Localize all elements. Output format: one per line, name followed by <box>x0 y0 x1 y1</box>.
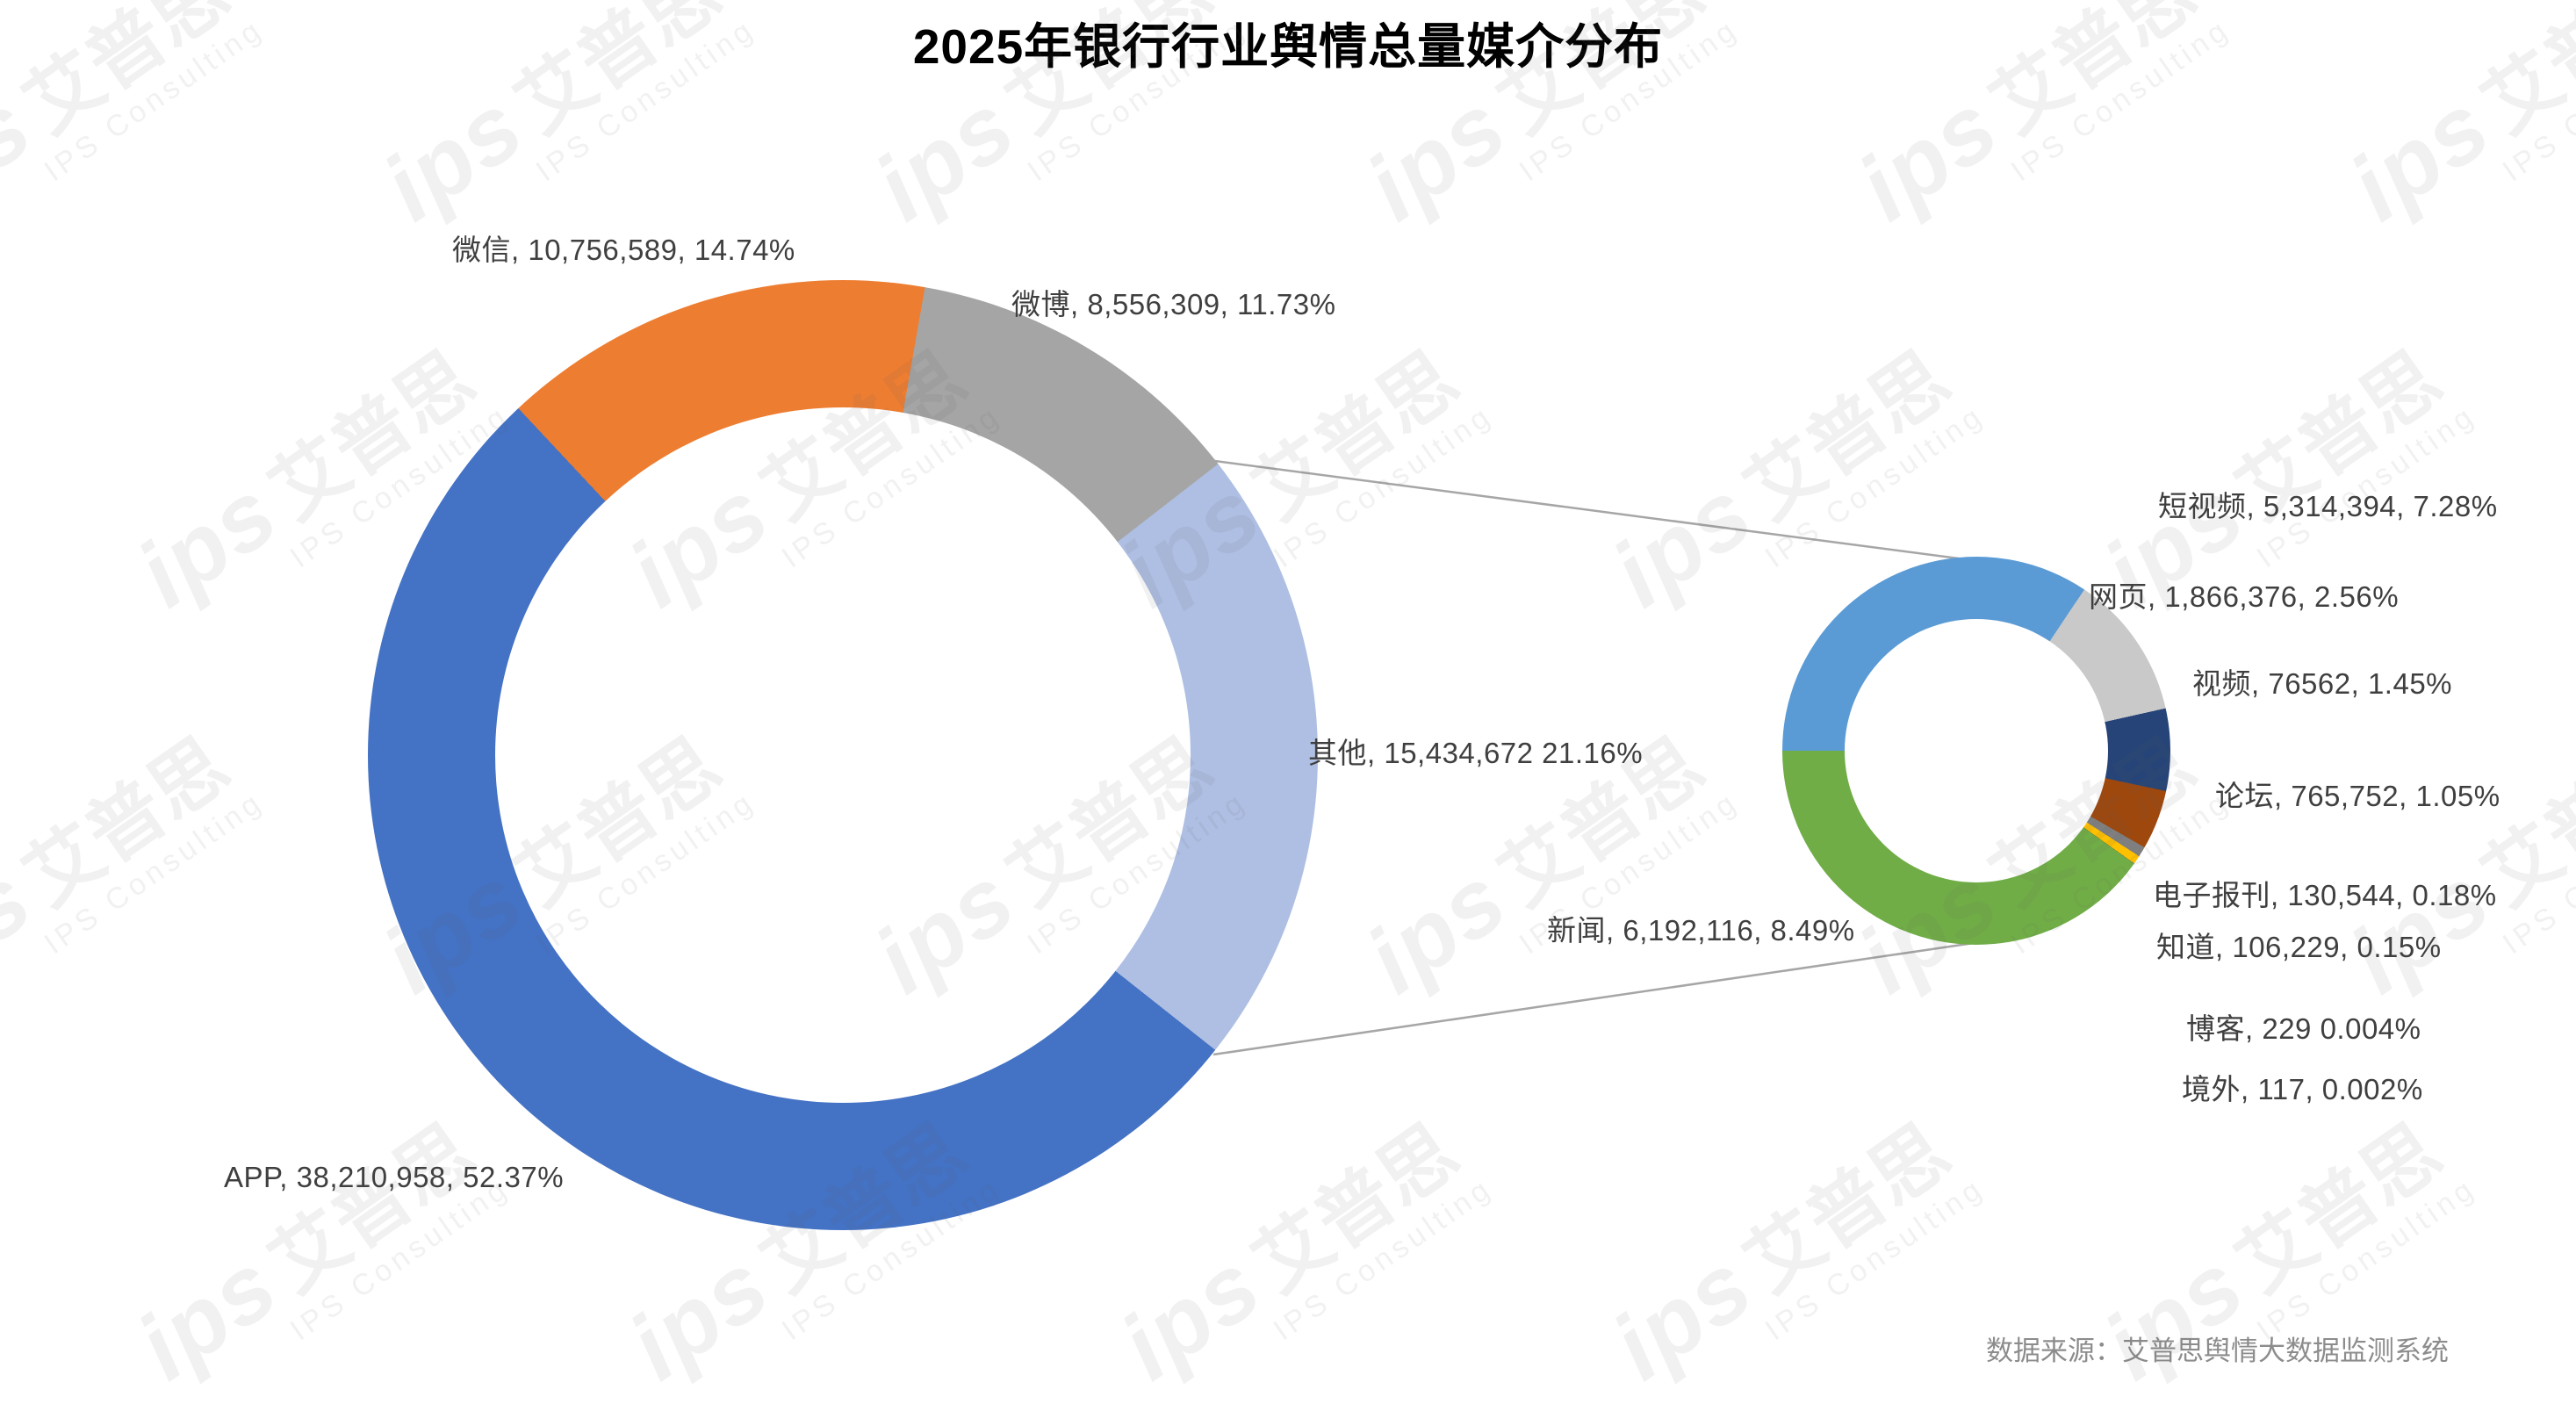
watermark-cn-text: 艾普思 <box>255 1109 490 1308</box>
label-xinwen: 新闻, 6,192,116, 8.49% <box>1547 914 1855 947</box>
chart-title: 2025年银行行业舆情总量媒介分布 <box>912 19 1664 74</box>
watermark-ips-logo: ips <box>2330 71 2509 241</box>
watermark-en-text: IPS Consulting <box>1267 1170 1500 1348</box>
watermark-ips-logo: ips <box>855 71 1034 241</box>
main-donut-hole <box>495 407 1191 1103</box>
watermark-ips-logo: ips <box>609 1230 788 1400</box>
watermark-en-text: IPS Consulting <box>1759 398 1991 575</box>
watermark-cn-text: 艾普思 <box>1731 336 1965 536</box>
watermark-en-text: IPS Consulting <box>284 1170 516 1348</box>
watermark-ips-logo: ips <box>0 844 51 1013</box>
watermark-ips-logo: ips <box>1593 1230 1772 1400</box>
watermark-cn-text: 艾普思 <box>2222 1109 2457 1308</box>
watermark-ips-logo: ips <box>1838 71 2018 241</box>
watermark-en-text: IPS Consulting <box>2496 784 2576 961</box>
watermark-en-text: IPS Consulting <box>38 784 270 961</box>
watermark-en-text: IPS Consulting <box>1267 398 1500 575</box>
label-app: APP, 38,210,958, 52.37% <box>224 1161 565 1193</box>
watermark-ips-logo: ips <box>118 1230 297 1400</box>
label-zhidao: 知道, 106,229, 0.15% <box>2156 931 2442 963</box>
watermark-cn-text: 艾普思 <box>1239 336 1473 536</box>
watermark-en-text: IPS Consulting <box>2250 1170 2483 1348</box>
connector-line-top <box>1207 458 1973 562</box>
label-duanshipin: 短视频, 5,314,394, 7.28% <box>2158 490 2498 522</box>
watermark-ips-logo: ips <box>1347 71 1526 241</box>
watermark-cn-text: 艾普思 <box>1731 1109 1965 1308</box>
connector-line-bottom <box>1212 941 1975 1056</box>
watermark-cn-text: 艾普思 <box>10 723 244 922</box>
data-source-note: 数据来源：艾普思舆情大数据监测系统 <box>1986 1336 2449 1366</box>
watermark-ips-logo: ips <box>1593 457 1772 627</box>
secondary-donut-hole <box>1845 619 2108 882</box>
watermark-ips-logo: ips <box>1347 844 1526 1013</box>
watermark-en-text: IPS Consulting <box>1759 1170 1991 1348</box>
watermark-ips-logo: ips <box>0 71 51 241</box>
watermark-ips-logo: ips <box>118 457 297 627</box>
label-boke: 博客, 229 0.004% <box>2186 1012 2421 1045</box>
label-luntan: 论坛, 765,752, 1.05% <box>2215 780 2500 812</box>
label-shipin: 视频, 76562, 1.45% <box>2192 667 2453 700</box>
watermark-ips-logo: ips <box>363 71 543 241</box>
label-qita: 其他, 15,434,672 21.16% <box>1308 737 1644 769</box>
watermark-cn-text: 艾普思 <box>1239 1109 1473 1308</box>
label-jingwai: 境外, 117, 0.002% <box>2182 1073 2423 1105</box>
label-weixin: 微信, 10,756,589, 14.74% <box>452 234 795 266</box>
label-dianzibaokan: 电子报刊, 130,544, 0.18% <box>2153 879 2497 911</box>
watermark-ips-logo: ips <box>1101 1230 1280 1400</box>
label-wangye: 网页, 1,866,376, 2.56% <box>2089 580 2400 613</box>
label-weibo: 微博, 8,556,309, 11.73% <box>1011 288 1336 320</box>
watermark-ips-logo: ips <box>2084 1230 2263 1400</box>
